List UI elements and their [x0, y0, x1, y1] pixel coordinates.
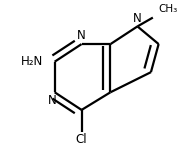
Text: N: N [77, 29, 86, 42]
Text: H₂N: H₂N [21, 55, 43, 68]
Text: N: N [48, 94, 57, 107]
Text: CH₃: CH₃ [159, 4, 178, 14]
Text: N: N [133, 12, 142, 25]
Text: Cl: Cl [76, 133, 87, 146]
